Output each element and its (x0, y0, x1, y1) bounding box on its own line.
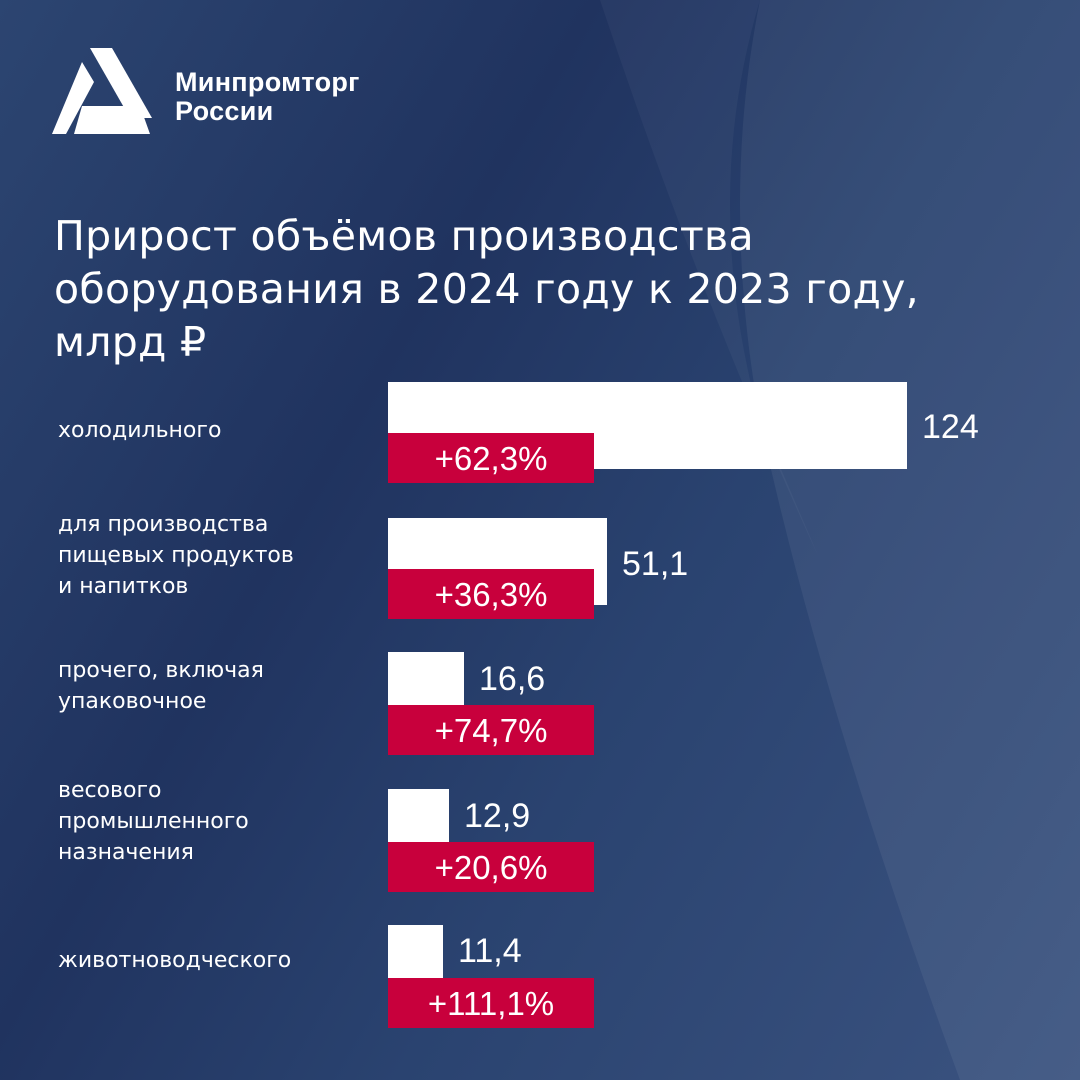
brand-line-1: Минпромторг (175, 67, 360, 97)
category-label: прочего, включая упаковочное (58, 655, 264, 717)
value-label: 51,1 (622, 545, 689, 583)
value-label: 16,6 (479, 660, 546, 698)
category-label-line: упаковочное (58, 689, 207, 714)
brand-name: Минпромторг России (175, 68, 360, 126)
title-line: Прирост объёмов производства (54, 212, 754, 260)
category-label-line: и напитков (58, 574, 189, 599)
bar (388, 652, 464, 705)
growth-badge: +20,6% (388, 842, 594, 892)
bar (388, 789, 449, 842)
chart-title: Прирост объёмов производства оборудовани… (54, 210, 919, 369)
category-label: животноводческого (58, 945, 291, 976)
bar (388, 925, 443, 978)
minpromtorg-logo-icon (52, 48, 152, 134)
category-label: холодильного (58, 415, 221, 446)
category-label-line: холодильного (58, 418, 222, 443)
category-label-line: весового (58, 778, 162, 803)
growth-badge: +111,1% (388, 978, 594, 1028)
value-label: 11,4 (458, 932, 522, 970)
growth-badge: +74,7% (388, 705, 594, 755)
title-line: оборудования в 2024 году к 2023 году, (54, 265, 919, 313)
category-label-line: пищевых продуктов (58, 543, 294, 568)
title-line: млрд ₽ (54, 318, 207, 366)
category-label-line: животноводческого (58, 948, 292, 973)
value-label: 124 (922, 408, 979, 446)
value-label: 12,9 (464, 797, 531, 835)
category-label-line: для производства (58, 512, 269, 537)
category-label-line: прочего, включая (58, 658, 264, 683)
category-label-line: промышленного (58, 809, 249, 834)
category-label-line: назначения (58, 840, 194, 865)
growth-badge: +36,3% (388, 569, 594, 619)
growth-badge: +62,3% (388, 433, 594, 483)
brand-line-2: России (175, 96, 274, 126)
category-label: весового промышленного назначения (58, 775, 249, 868)
category-label: для производства пищевых продуктов и напит… (58, 509, 294, 602)
